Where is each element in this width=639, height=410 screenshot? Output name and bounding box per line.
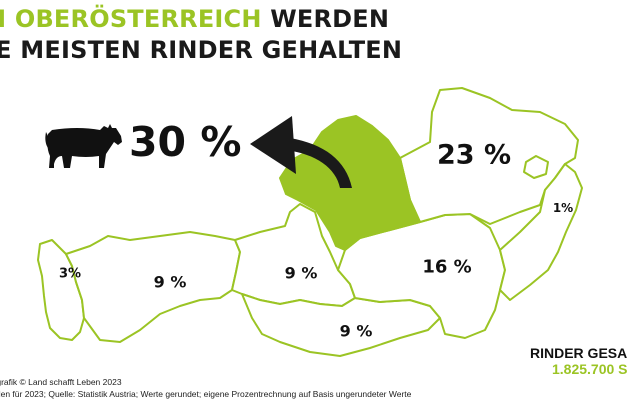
region-niederoesterreich xyxy=(399,87,579,225)
label-kaernten: 9 % xyxy=(339,321,373,341)
region-vorarlberg xyxy=(37,239,85,341)
headline-highlight: N OBERÖSTERREICH xyxy=(0,5,262,33)
headline: N OBERÖSTERREICH WERDEN IE MEISTEN RINDE… xyxy=(0,4,402,66)
footer-note: hlen für 2023; Quelle: Statistik Austria… xyxy=(0,389,412,399)
total-label: RINDER GESA xyxy=(530,345,628,361)
footer-credit: /grafik © Land schafft Leben 2023 xyxy=(0,377,122,387)
region-wien xyxy=(523,155,549,179)
region-tirol xyxy=(65,231,241,343)
headline-rest: WERDEN xyxy=(261,5,390,33)
label-east-small: 1% xyxy=(552,201,574,215)
label-vorarlberg: 3% xyxy=(58,266,82,282)
label-niederoesterreich: 23 % xyxy=(436,139,512,171)
label-salzburg: 9 % xyxy=(284,263,318,283)
total-value: 1.825.700 S xyxy=(552,361,628,377)
label-tirol: 9 % xyxy=(153,272,187,292)
headline-line-2: IE MEISTEN RINDER GEHALTEN xyxy=(0,36,403,64)
arrow-icon xyxy=(250,116,352,188)
region-burgenland xyxy=(499,163,583,301)
cow-icon xyxy=(45,124,122,168)
headline-line-1: N OBERÖSTERREICH WERDEN xyxy=(0,4,402,35)
label-steiermark: 16 % xyxy=(422,256,472,278)
highlight-percent: 30 % xyxy=(129,118,242,166)
